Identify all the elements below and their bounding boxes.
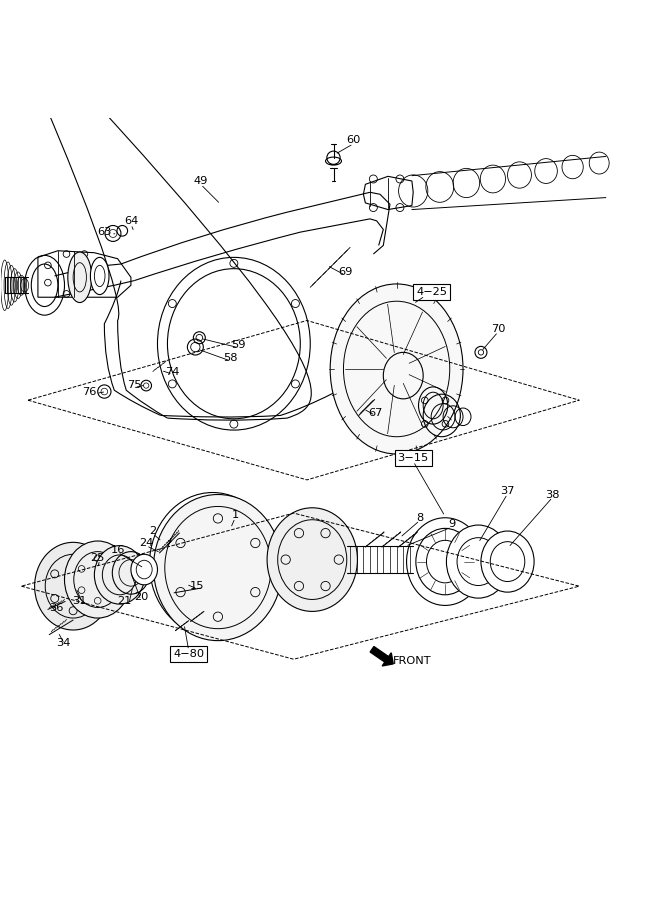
Ellipse shape bbox=[91, 257, 109, 294]
Ellipse shape bbox=[153, 494, 282, 641]
Text: 60: 60 bbox=[346, 136, 361, 146]
Text: 67: 67 bbox=[368, 408, 383, 418]
Text: 59: 59 bbox=[231, 340, 245, 350]
Text: 69: 69 bbox=[338, 267, 353, 277]
Ellipse shape bbox=[131, 554, 157, 585]
Text: 31: 31 bbox=[73, 597, 87, 607]
Text: 36: 36 bbox=[49, 603, 63, 613]
Text: 21: 21 bbox=[117, 597, 131, 607]
Ellipse shape bbox=[407, 518, 484, 606]
Text: 3−15: 3−15 bbox=[398, 453, 429, 463]
Text: 4−80: 4−80 bbox=[173, 649, 204, 659]
Ellipse shape bbox=[35, 543, 111, 630]
Text: 4−25: 4−25 bbox=[416, 287, 448, 297]
Text: 15: 15 bbox=[190, 581, 205, 591]
Ellipse shape bbox=[68, 252, 92, 302]
FancyArrow shape bbox=[370, 646, 394, 666]
Text: 74: 74 bbox=[165, 366, 180, 376]
Text: 34: 34 bbox=[56, 637, 70, 648]
Text: 24: 24 bbox=[139, 538, 153, 548]
Text: 64: 64 bbox=[124, 216, 138, 226]
Text: 8: 8 bbox=[416, 513, 424, 523]
Text: 25: 25 bbox=[91, 553, 105, 562]
Text: 76: 76 bbox=[83, 386, 97, 397]
Text: 70: 70 bbox=[491, 324, 506, 334]
Ellipse shape bbox=[481, 531, 534, 592]
Text: 37: 37 bbox=[500, 486, 515, 496]
Text: 2: 2 bbox=[149, 526, 156, 536]
Ellipse shape bbox=[65, 541, 131, 618]
Text: FRONT: FRONT bbox=[393, 656, 431, 666]
Text: 63: 63 bbox=[97, 227, 111, 237]
Ellipse shape bbox=[94, 545, 145, 604]
Text: 38: 38 bbox=[546, 491, 560, 500]
Ellipse shape bbox=[446, 525, 510, 598]
Text: 58: 58 bbox=[223, 354, 238, 364]
Ellipse shape bbox=[330, 284, 463, 454]
Text: 16: 16 bbox=[111, 544, 125, 554]
Text: 20: 20 bbox=[133, 592, 148, 602]
Text: 1: 1 bbox=[231, 510, 239, 520]
Text: 49: 49 bbox=[193, 176, 208, 186]
Text: 9: 9 bbox=[448, 519, 456, 529]
Ellipse shape bbox=[267, 508, 358, 611]
Text: 75: 75 bbox=[127, 380, 141, 390]
